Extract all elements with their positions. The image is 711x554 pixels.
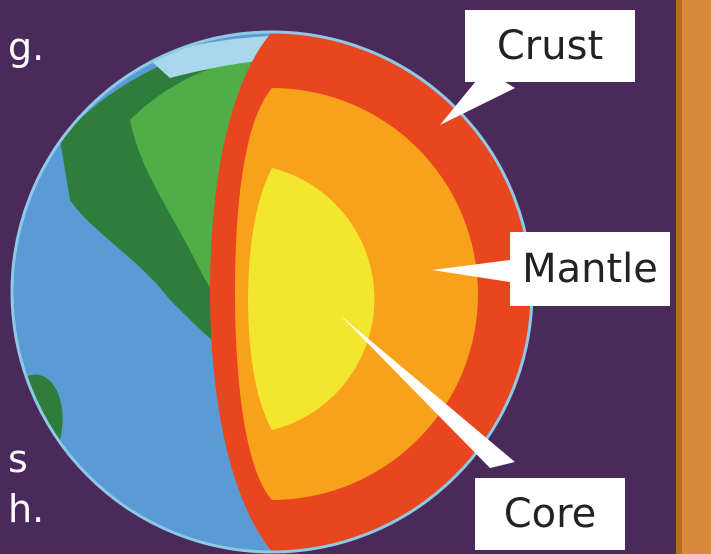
core-layer: [248, 168, 375, 430]
crust-label: Crust: [465, 10, 635, 82]
core-label: Core: [475, 478, 625, 550]
mantle-pointer: [432, 260, 510, 282]
mantle-label: Mantle: [510, 232, 670, 306]
wood-frame-shade: [676, 0, 682, 554]
text-fragment-bottom-1: s: [8, 437, 28, 481]
text-fragment-top: g.: [8, 25, 45, 69]
crust-pointer: [440, 70, 515, 125]
core-pointer: [340, 315, 515, 468]
text-fragment-bottom-2: h.: [8, 487, 45, 531]
land-ice: [150, 36, 270, 78]
earth: [10, 30, 534, 554]
